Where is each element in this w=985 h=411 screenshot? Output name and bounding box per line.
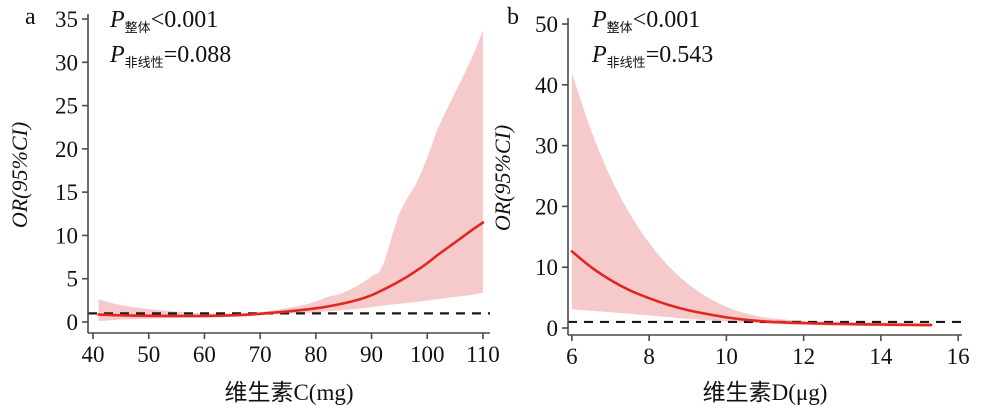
y-tick-label-b: 30 bbox=[535, 134, 558, 159]
y-tick-label-b: 0 bbox=[547, 316, 559, 341]
p-nonlinear-a: P非线性=0.088 bbox=[110, 38, 231, 73]
y-tick-label-a: 10 bbox=[55, 223, 78, 248]
y-tick-label-b: 50 bbox=[535, 12, 558, 37]
x-tick-label-a: 60 bbox=[193, 342, 216, 367]
y-tick-label-a: 35 bbox=[55, 7, 78, 32]
x-tick-label-a: 80 bbox=[304, 342, 327, 367]
p-subscript: 非线性 bbox=[124, 55, 164, 70]
p-symbol: P bbox=[592, 42, 607, 68]
or-curve-b bbox=[570, 250, 933, 327]
p-symbol: P bbox=[110, 42, 125, 68]
x-tick-label-a: 110 bbox=[466, 342, 500, 367]
x-tick-label-b: 12 bbox=[792, 344, 815, 369]
p-symbol: P bbox=[592, 7, 607, 33]
y-tick-label-b: 40 bbox=[535, 73, 558, 98]
y-tick-label-a: 25 bbox=[55, 94, 78, 119]
p-nonlinear-b: P非线性=0.543 bbox=[592, 38, 713, 73]
panel-b-annotations: P整体<0.001 P非线性=0.543 bbox=[592, 3, 713, 73]
y-tick-label-a: 5 bbox=[67, 267, 79, 292]
p-overall-b: P整体<0.001 bbox=[592, 3, 713, 38]
panel-a-y-axis-title: OR(95%CI) bbox=[7, 121, 32, 229]
x-tick-label-b: 10 bbox=[715, 344, 738, 369]
p-value: =0.543 bbox=[645, 42, 714, 68]
panel-b-letter: b bbox=[507, 4, 519, 30]
panel-b-x-axis-title: 维生素D(μg) bbox=[702, 380, 828, 405]
y-tick-label-b: 20 bbox=[535, 194, 558, 219]
y-tick-label-a: 0 bbox=[67, 310, 79, 335]
p-overall-a: P整体<0.001 bbox=[110, 3, 231, 38]
x-tick-label-a: 50 bbox=[137, 342, 160, 367]
or-curve-a bbox=[97, 221, 485, 318]
p-subscript: 整体 bbox=[606, 20, 633, 35]
y-tick-label-a: 15 bbox=[55, 180, 78, 205]
ci-band-a bbox=[98, 30, 483, 322]
x-tick-label-b: 8 bbox=[643, 344, 655, 369]
p-value: <0.001 bbox=[150, 7, 219, 33]
y-tick-label-a: 30 bbox=[55, 50, 78, 75]
p-subscript: 整体 bbox=[124, 20, 151, 35]
panel-a-letter: a bbox=[25, 4, 36, 30]
p-subscript: 非线性 bbox=[606, 55, 646, 70]
x-tick-label-b: 16 bbox=[947, 344, 970, 369]
y-tick-label-b: 10 bbox=[535, 255, 558, 280]
ci-band-b bbox=[571, 72, 932, 327]
x-tick-label-b: 6 bbox=[566, 344, 578, 369]
panel-a-x-axis-title: 维生素C(mg) bbox=[224, 380, 354, 405]
x-tick-label-b: 14 bbox=[869, 344, 893, 369]
panel-a-annotations: P整体<0.001 P非线性=0.088 bbox=[110, 3, 231, 73]
x-tick-label-a: 40 bbox=[82, 342, 105, 367]
x-tick-label-a: 100 bbox=[410, 342, 445, 367]
x-tick-label-a: 90 bbox=[360, 342, 383, 367]
panel-b-y-axis-title: OR(95%CI) bbox=[490, 124, 515, 232]
y-tick-label-a: 20 bbox=[55, 137, 78, 162]
p-value: <0.001 bbox=[632, 7, 701, 33]
p-symbol: P bbox=[110, 7, 125, 33]
p-value: =0.088 bbox=[163, 42, 232, 68]
x-tick-label-a: 70 bbox=[249, 342, 272, 367]
